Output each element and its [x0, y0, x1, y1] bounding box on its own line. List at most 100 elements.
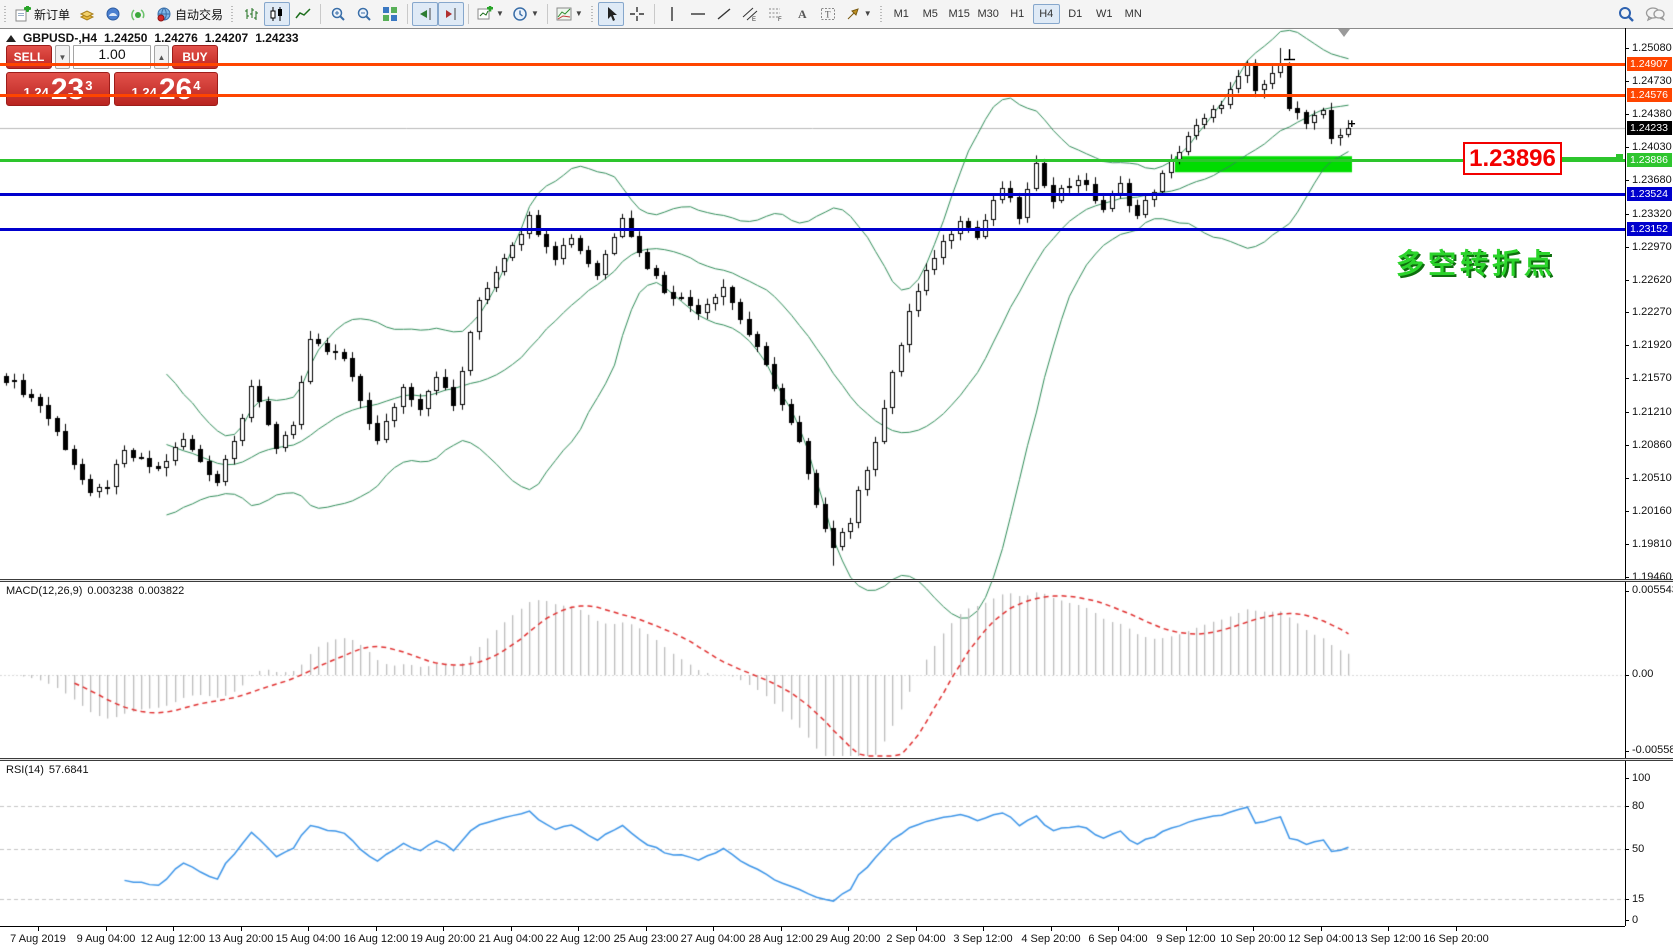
tile-windows-button[interactable] [377, 2, 403, 26]
buy-quote-button[interactable]: 1.24 26 4 [114, 72, 218, 106]
price-axis-tick [1625, 312, 1629, 313]
ohlc-low: 1.24207 [204, 31, 249, 45]
time-axis-tick [1321, 927, 1322, 931]
time-axis-label: 3 Sep 12:00 [953, 933, 1013, 945]
chart-canvas[interactable] [0, 28, 1625, 926]
auto-scroll-button[interactable] [412, 2, 439, 26]
vertical-line-tool-button[interactable] [659, 2, 685, 26]
tab-timeframe-H4[interactable]: H4 [1032, 4, 1060, 24]
toolbar-grip[interactable] [229, 4, 237, 24]
auto-trading-button[interactable]: 自动交易 [152, 2, 227, 26]
search-icon[interactable] [1618, 6, 1635, 23]
price-level-line[interactable] [0, 94, 1625, 97]
price-axis-tick [1625, 345, 1629, 346]
time-axis-tick [106, 927, 107, 931]
price-scale-axis-line [1625, 28, 1626, 926]
line-chart-icon [295, 8, 311, 19]
macd-pane-label: MACD(12,26,9) 0.003238 0.003822 [6, 585, 185, 597]
pane-splitter-rsi[interactable] [0, 758, 1673, 761]
chat-icon[interactable] [1645, 6, 1665, 22]
toolbar-grip[interactable] [2, 4, 9, 24]
pivot-note-text[interactable]: 多空转折点 [1396, 248, 1557, 279]
signals-button[interactable] [126, 2, 152, 26]
svg-text:E: E [752, 17, 756, 22]
new-chart-dropdown[interactable]: ▼ [473, 2, 508, 26]
auto-trading-label: 自动交易 [175, 7, 224, 22]
hosting-button[interactable] [100, 2, 126, 26]
horizontal-line-tool-button[interactable] [685, 2, 711, 26]
panel-toggle-icon[interactable] [6, 34, 16, 42]
crosshair-tool-button[interactable] [624, 2, 650, 26]
svg-text:T: T [825, 10, 831, 20]
price-level-badge: 1.23152 [1627, 222, 1672, 236]
price-level-badge: 1.24907 [1627, 57, 1672, 71]
toolbar-grip[interactable] [877, 4, 885, 24]
time-axis-label: 10 Sep 20:00 [1220, 933, 1286, 945]
price-level-line[interactable] [0, 159, 1625, 162]
tab-timeframe-H1[interactable]: H1 [1010, 8, 1025, 20]
text-label-tool-button[interactable]: T [815, 2, 841, 26]
price-axis-label: 1.22620 [1632, 274, 1672, 286]
time-axis[interactable]: 7 Aug 2019 9 Aug 04:00 12 Aug 12:00 13 Aug … [0, 927, 1673, 950]
candlestick-chart-type-button[interactable] [264, 2, 291, 26]
price-level-line[interactable] [0, 193, 1625, 196]
price-level-badge: 1.24233 [1627, 121, 1672, 135]
price-axis-tick [1625, 147, 1629, 148]
price-note-label[interactable]: 1.23896 [1463, 142, 1562, 175]
price-axis-tick [1625, 577, 1629, 578]
time-axis-tick [38, 927, 39, 931]
price-axis-label: 1.22970 [1632, 241, 1672, 253]
trendline-tool-button[interactable] [711, 2, 737, 26]
arrow-objects-icon [847, 8, 859, 20]
price-axis-label: 1.22270 [1632, 306, 1672, 318]
time-axis-label: 12 Aug 12:00 [140, 933, 206, 945]
horizontal-line-icon [690, 13, 705, 15]
zoom-out-button[interactable] [351, 2, 377, 26]
price-axis-tick [1625, 478, 1629, 479]
line-chart-type-button[interactable] [290, 2, 316, 26]
tab-timeframe-M15[interactable]: M15 [948, 8, 970, 20]
chart-window[interactable]: GBPUSD-,H4 1.24250 1.24276 1.24207 1.242… [0, 28, 1673, 950]
toolbar-grip[interactable] [588, 4, 596, 24]
tab-timeframe-D1[interactable]: D1 [1068, 8, 1083, 20]
tab-timeframe-M30[interactable]: M30 [977, 8, 999, 20]
trade-arrow-icon: ⊥ [1283, 47, 1297, 64]
tab-timeframe-M1[interactable]: M1 [893, 8, 909, 20]
new-order-label: 新订单 [34, 7, 71, 22]
tab-timeframe-MN[interactable]: MN [1124, 8, 1142, 20]
cursor-tool-button[interactable] [597, 2, 624, 26]
time-axis-label: 21 Aug 04:00 [478, 933, 544, 945]
text-tool-button[interactable]: A [789, 2, 815, 26]
price-note-anchor[interactable] [1616, 154, 1623, 161]
auto-trading-icon [157, 7, 171, 22]
macd-axis-label: 0.005543 [1632, 584, 1673, 596]
price-axis-tick [1625, 81, 1629, 82]
new-chart-icon [477, 6, 494, 20]
metaeditor-button[interactable] [74, 2, 100, 26]
chart-frame-bottom [0, 926, 1625, 927]
chevron-down-icon: ▼ [496, 9, 504, 18]
fibonacci-tool-button[interactable]: F [763, 2, 789, 26]
time-axis-label: 28 Aug 12:00 [748, 933, 814, 945]
time-axis-label: 4 Sep 20:00 [1021, 933, 1081, 945]
new-order-button[interactable]: 新订单 [11, 2, 74, 26]
time-axis-tick [1456, 927, 1457, 931]
chart-shift-marker-icon[interactable] [1338, 29, 1350, 37]
pane-splitter-macd[interactable] [0, 579, 1673, 582]
price-level-line[interactable] [0, 228, 1625, 231]
tab-timeframe-M5[interactable]: M5 [922, 8, 938, 20]
sell-quote-button[interactable]: 1.24 23 3 [6, 72, 110, 106]
time-axis-tick [713, 927, 714, 931]
zoom-in-button[interactable] [325, 2, 351, 26]
chart-shift-button[interactable] [438, 2, 465, 26]
price-axis-label: 1.24730 [1632, 75, 1672, 87]
channel-tool-button[interactable]: E [737, 2, 763, 26]
arrows-dropdown[interactable]: ▼ [841, 2, 876, 26]
periods-dropdown[interactable]: ▼ [508, 2, 543, 26]
svg-text:A: A [798, 7, 807, 21]
price-level-line[interactable] [0, 63, 1625, 66]
bar-chart-type-button[interactable] [238, 2, 264, 26]
tab-timeframe-W1[interactable]: W1 [1095, 8, 1113, 20]
templates-dropdown[interactable]: ▼ [552, 2, 587, 26]
